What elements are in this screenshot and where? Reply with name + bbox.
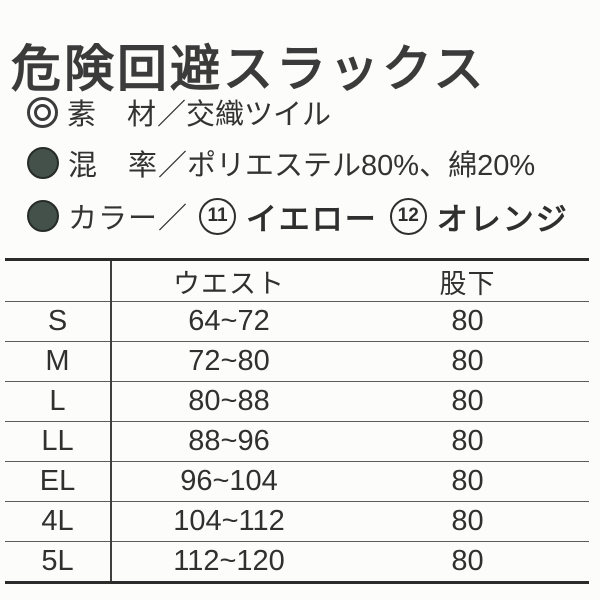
spec-line-blend: 混 率 ／ ポリエステル80%、綿20% bbox=[27, 145, 536, 182]
color-separator: ／ bbox=[158, 203, 188, 235]
blend-label: 混 率 bbox=[68, 150, 159, 182]
size-cell: M bbox=[5, 341, 112, 382]
header-waist: ウエスト bbox=[173, 268, 285, 299]
inseam-cell: 80 bbox=[346, 421, 589, 462]
size-cell: EL bbox=[5, 461, 112, 502]
waist-cell: 72~80 bbox=[111, 341, 346, 382]
color-name-yellow: イエロー bbox=[246, 201, 378, 237]
table-row: LL 88~96 80 bbox=[5, 421, 589, 462]
size-cell: L bbox=[5, 381, 112, 422]
header-size bbox=[5, 259, 112, 302]
waist-cell: 80~88 bbox=[111, 381, 346, 422]
size-cell: 5L bbox=[5, 541, 112, 583]
size-cell: S bbox=[5, 301, 112, 342]
circled-number-11-icon: 11 bbox=[199, 197, 237, 235]
table-row: 5L 112~120 80 bbox=[5, 541, 589, 583]
waist-cell: 88~96 bbox=[111, 421, 346, 462]
inseam-cell: 80 bbox=[346, 541, 589, 583]
table-row: L 80~88 80 bbox=[5, 381, 589, 422]
inseam-cell: 80 bbox=[346, 501, 589, 542]
spec-line-color: カラー ／ 11 イエロー 12 オレンジ bbox=[27, 197, 569, 237]
table-row: M 72~80 80 bbox=[5, 341, 589, 382]
waist-cell: 96~104 bbox=[111, 461, 346, 502]
table-row: 4L 104~112 80 bbox=[5, 501, 589, 542]
inseam-cell: 80 bbox=[346, 461, 589, 502]
filled-circle-icon bbox=[27, 200, 59, 232]
inseam-cell: 80 bbox=[346, 301, 589, 342]
double-circle-icon bbox=[27, 96, 58, 128]
material-label: 素 材 bbox=[67, 99, 158, 131]
color-name-orange: オレンジ bbox=[436, 201, 569, 237]
color-label: カラー bbox=[68, 203, 159, 235]
waist-cell: 64~72 bbox=[111, 301, 346, 342]
header-inseam: 股下 bbox=[439, 268, 496, 299]
material-value: 交織ツイル bbox=[186, 99, 332, 131]
blend-separator: ／ bbox=[158, 150, 188, 182]
size-table: ウエスト 股下 S 64~72 80 M 72~80 80 L 80~88 80… bbox=[5, 258, 589, 584]
spec-line-material: 素 材 ／ 交織ツイル bbox=[27, 94, 332, 131]
size-cell: LL bbox=[5, 421, 112, 462]
size-table-header-row: ウエスト 股下 bbox=[5, 259, 589, 302]
table-row: EL 96~104 80 bbox=[5, 461, 589, 502]
filled-circle-icon bbox=[27, 147, 59, 179]
material-separator: ／ bbox=[157, 99, 187, 131]
blend-value: ポリエステル80%、綿20% bbox=[187, 150, 536, 182]
inseam-cell: 80 bbox=[346, 341, 589, 382]
waist-cell: 112~120 bbox=[111, 541, 346, 583]
circled-number-12-icon: 12 bbox=[389, 197, 427, 235]
inseam-cell: 80 bbox=[346, 381, 589, 422]
table-row: S 64~72 80 bbox=[5, 301, 589, 342]
size-cell: 4L bbox=[5, 501, 112, 542]
waist-cell: 104~112 bbox=[111, 501, 346, 542]
page-title: 危険回避スラックス bbox=[11, 40, 487, 97]
